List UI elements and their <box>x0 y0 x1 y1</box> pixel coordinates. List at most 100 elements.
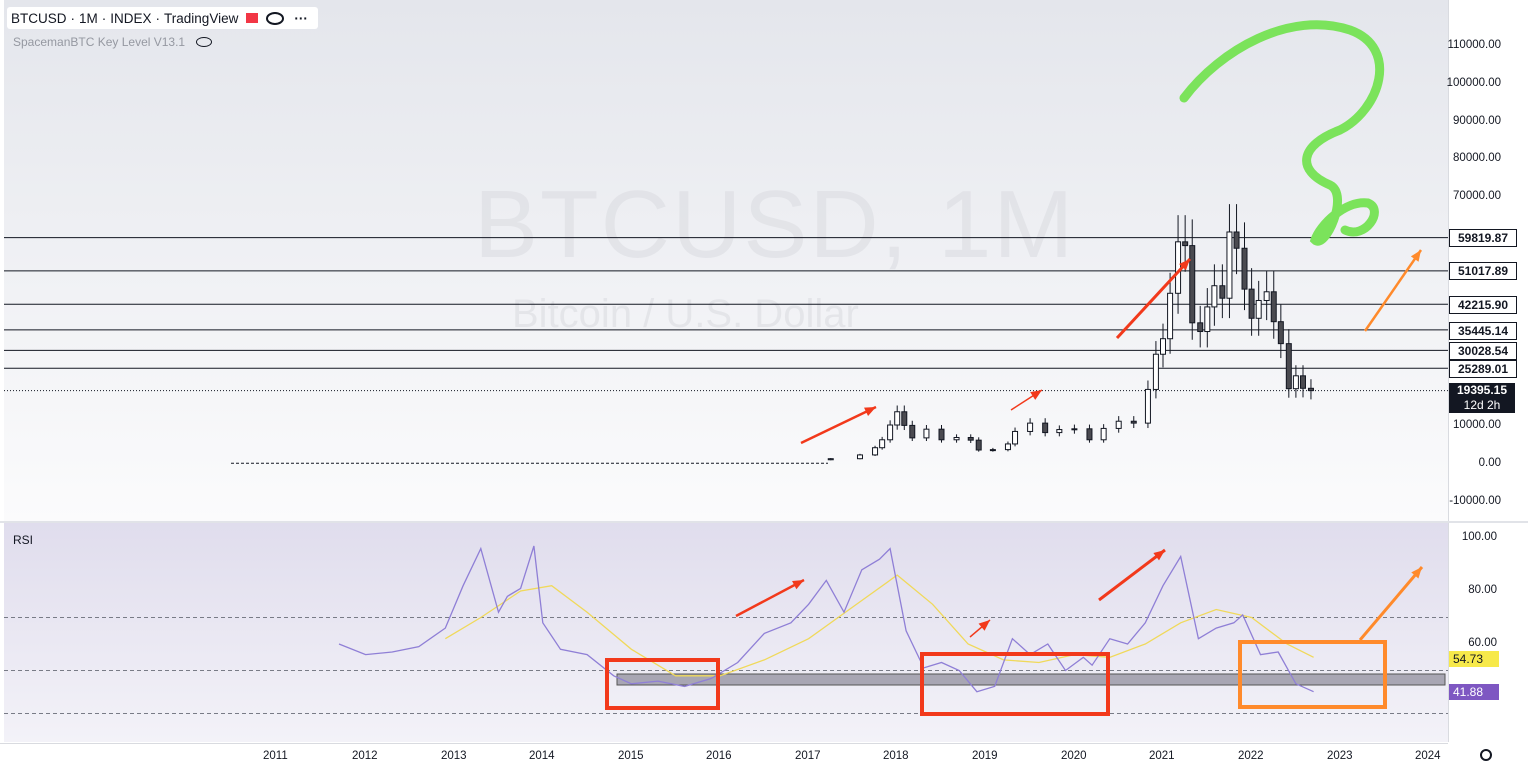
candle-body <box>1197 322 1204 333</box>
rsi-axis[interactable]: 100.00 80.00 60.00 <box>1448 523 1528 742</box>
candle-body <box>894 411 901 426</box>
annotation-arrow-head <box>978 620 990 631</box>
candle-body <box>975 439 982 451</box>
question-mark-scribble <box>1179 20 1384 246</box>
candle-body <box>989 449 996 452</box>
pane-separator[interactable] <box>0 521 1528 523</box>
annotation-arrow <box>1358 566 1424 641</box>
candle-body <box>887 424 894 441</box>
key-level-tag: 25289.01 <box>1449 360 1517 378</box>
more-icon[interactable]: ··· <box>294 10 308 26</box>
key-level-tag: 30028.54 <box>1449 342 1517 360</box>
candle-body <box>1226 231 1233 299</box>
candle-body <box>1277 321 1284 345</box>
key-level-tag: 42215.90 <box>1449 296 1517 314</box>
time-axis-label: 2016 <box>706 750 732 762</box>
candle-body <box>1233 231 1240 249</box>
key-level-tag: 59819.87 <box>1449 229 1517 247</box>
candle-body <box>1241 247 1248 290</box>
symbol-watermark: BTCUSD, 1M <box>474 171 1076 278</box>
price-axis-label: -10000.00 <box>1449 495 1501 507</box>
annotation-arrow-head <box>864 407 876 416</box>
legend-sep: · <box>101 10 107 26</box>
legend-sep: · <box>70 10 76 26</box>
candle-body <box>1182 241 1189 247</box>
time-axis-label: 2015 <box>618 750 644 762</box>
candle-body <box>967 437 974 441</box>
annotation-arrow <box>1098 548 1166 602</box>
price-axis-label: 10000.00 <box>1453 419 1501 431</box>
last-price-tag: 19395.15 12d 2h <box>1449 383 1515 413</box>
time-axis-label: 2011 <box>263 750 288 762</box>
legend-source: TradingView <box>164 10 239 26</box>
indicator-name: SpacemanBTC Key Level V13.1 <box>13 35 186 49</box>
time-axis-label: 2019 <box>972 750 998 762</box>
time-axis[interactable]: 2011 2012 2013 2014 2015 2016 2017 2018 … <box>0 743 1448 767</box>
annotation-arrow-head <box>1030 390 1042 400</box>
price-axis-label: 110000.00 <box>1447 39 1501 51</box>
time-axis-label: 2018 <box>883 750 909 762</box>
candle-body <box>1219 285 1226 299</box>
candle-body <box>1027 422 1034 432</box>
candle-body <box>827 458 834 461</box>
rsi-legend[interactable]: RSI <box>13 533 34 547</box>
candle-body <box>1270 291 1277 323</box>
annotation-arrow-head <box>1410 250 1421 262</box>
time-axis-label: 2012 <box>352 750 378 762</box>
price-axis-label: 90000.00 <box>1453 115 1501 127</box>
candle-body <box>856 454 863 460</box>
annotation-arrow-head <box>1153 550 1165 561</box>
candle-body <box>1086 428 1093 441</box>
annotation-box <box>1238 640 1387 709</box>
rsi-line <box>338 545 1314 693</box>
candle-body <box>1004 443 1011 451</box>
annotation-box <box>920 652 1110 716</box>
eye-icon[interactable] <box>266 11 285 25</box>
bar-countdown: 12d 2h <box>1463 398 1501 412</box>
price-axis-label: 100000.00 <box>1446 77 1501 89</box>
rsi-axis-label: 100.00 <box>1461 531 1497 543</box>
key-level-tag: 51017.89 <box>1449 262 1517 280</box>
candle-body <box>1211 285 1218 308</box>
candle-body <box>938 428 945 441</box>
annotation-box <box>605 658 720 710</box>
price-chart-pane[interactable]: BTCUSD, 1M Bitcoin / U.S. Dollar <box>4 0 1448 521</box>
candle-body <box>1285 343 1292 390</box>
annotation-arrow <box>735 578 805 618</box>
annotation-arrow-head <box>1179 259 1190 271</box>
rsi-pane[interactable] <box>4 523 1448 742</box>
candle-body <box>879 439 886 449</box>
candle-body <box>872 447 879 456</box>
candle-body <box>1071 428 1078 431</box>
rsi-axis-label: 60.00 <box>1468 637 1497 649</box>
price-axis-label: 70000.00 <box>1453 190 1501 202</box>
support-zone <box>616 673 1446 686</box>
candle-body <box>1144 388 1151 424</box>
candle-body <box>1100 427 1107 441</box>
time-axis-label: 2021 <box>1149 750 1175 762</box>
candle-body <box>1042 422 1049 434</box>
time-axis-label: 2020 <box>1061 750 1087 762</box>
time-axis-label: 2023 <box>1327 750 1353 762</box>
candle-body <box>1248 288 1255 319</box>
candle-body <box>1263 291 1270 301</box>
candle-body <box>909 424 916 439</box>
time-axis-label: 2013 <box>441 750 467 762</box>
price-axis-label: 80000.00 <box>1453 152 1501 164</box>
time-axis-label: 2014 <box>529 750 555 762</box>
flag-icon[interactable] <box>246 13 259 23</box>
visibility-off-icon[interactable] <box>196 37 213 47</box>
indicator-title[interactable]: SpacemanBTC Key Level V13.1 <box>13 35 213 49</box>
price-axis[interactable]: 110000.00 100000.00 90000.00 80000.00 70… <box>1446 0 1528 521</box>
legend-exchange: INDEX <box>110 10 152 26</box>
last-price-value: 19395.15 <box>1456 383 1508 397</box>
time-axis-label: 2017 <box>795 750 821 762</box>
annotation-arrow-head <box>792 580 804 590</box>
key-level-tag: 35445.14 <box>1449 322 1517 340</box>
candle-body <box>1292 375 1299 390</box>
symbol-legend[interactable]: BTCUSD · 1M · INDEX · TradingView ··· <box>7 7 318 29</box>
price-axis-label: 0.00 <box>1478 457 1501 469</box>
legend-interval: 1M <box>79 10 98 26</box>
gear-icon[interactable] <box>1480 749 1492 761</box>
candle-body <box>1307 387 1314 392</box>
